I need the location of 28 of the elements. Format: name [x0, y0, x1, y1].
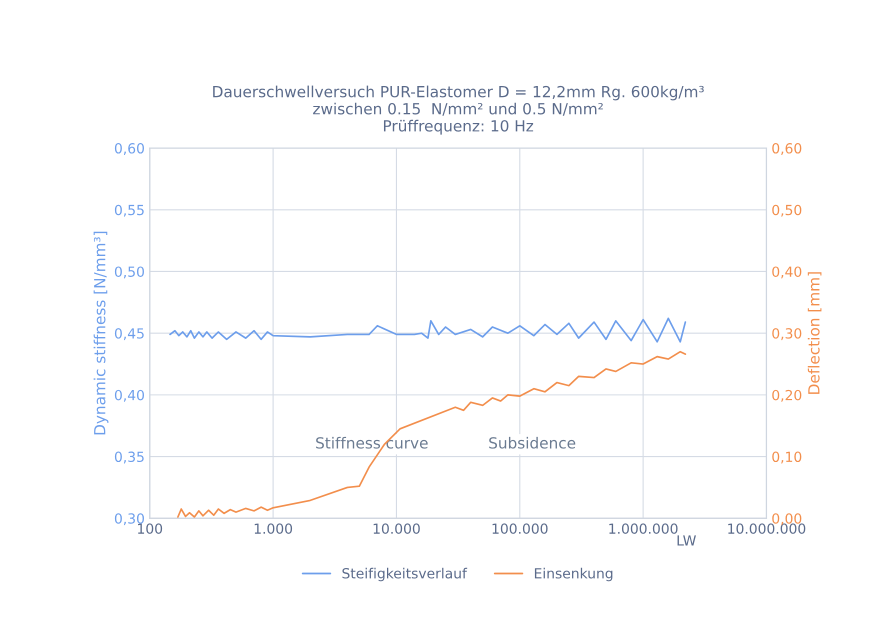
x-tick-label: 10.000: [374, 523, 420, 534]
x-tick-label: 100.000: [492, 523, 548, 534]
annotation: Subsidence: [489, 436, 576, 449]
y2-tick-label: 0,30: [772, 328, 802, 340]
legend-label: Steifigkeitsverlauf: [342, 568, 468, 582]
x-tick-label: 1.000.000: [609, 523, 678, 534]
y2-tick-label: 0,50: [772, 204, 802, 217]
x-tick-label: 1.000: [254, 523, 292, 534]
y2-tick-label: 0,10: [772, 452, 802, 464]
y-axis-title: Dynamic stiffness [N/mm³]: [94, 232, 108, 434]
y2-tick-label: 0,00: [772, 513, 802, 526]
x-axis-title: LW: [678, 535, 696, 546]
legend-label: Einsenkung: [534, 568, 612, 582]
chart-title: Dauerschwellversuch PUR-Elastomer D = 12,2mm Rg. 600kg/m³ zwischen 0.15 N/mm² und 0.5 N/mm² Prüffrequenz: 10 Hz: [213, 86, 704, 135]
y-tick-label: 0,45: [114, 328, 144, 340]
y-tick-label: 0,50: [114, 266, 144, 278]
y2-tick-label: 0,60: [772, 143, 802, 155]
y2-tick-label: 0,40: [772, 266, 802, 278]
y-tick-label: 0,40: [114, 390, 144, 402]
y2-axis-title: Deflection [mm]: [808, 272, 822, 394]
y-tick-label: 0,60: [114, 143, 144, 155]
x-tick-label: 100: [138, 523, 162, 534]
annotation: Stiffness curve: [316, 436, 428, 449]
x-tick-label: 10.000.000: [728, 523, 806, 534]
y-tick-label: 0,35: [114, 452, 144, 464]
y2-tick-label: 0,20: [772, 390, 802, 402]
y-tick-label: 0,55: [114, 204, 144, 217]
y-tick-label: 0,30: [114, 513, 144, 526]
